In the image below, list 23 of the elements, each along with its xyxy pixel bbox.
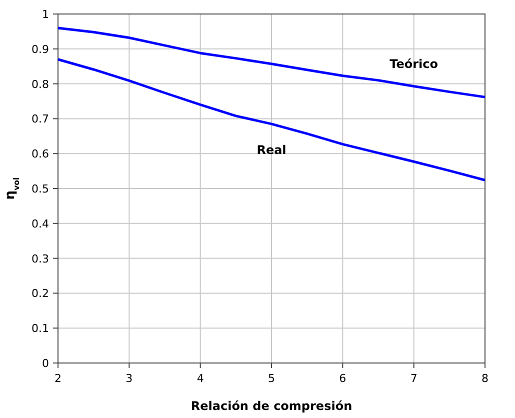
y-tick-label: 1	[42, 8, 49, 21]
y-tick-label: 0.7	[32, 112, 49, 126]
line-series	[56, 26, 486, 98]
x-tick-label: 5	[268, 372, 275, 385]
x-tick-label: 6	[339, 372, 346, 385]
y-tick-label: 0.6	[32, 148, 49, 161]
y-tick-label: 0.1	[32, 322, 49, 336]
y-tick-label: 0	[42, 357, 49, 370]
y-tick-label: 0.9	[32, 42, 49, 56]
x-tick-label: 7	[410, 372, 418, 385]
y-tick-label: 0.5	[32, 182, 49, 196]
series-label: Real	[256, 142, 286, 157]
x-axis-title: Relación de compresión	[190, 399, 352, 413]
y-tick-label: 0.8	[32, 78, 49, 91]
y-tick-label: 0.2	[32, 287, 49, 300]
x-tick-label: 8	[482, 372, 488, 385]
x-tick-label: 2	[54, 372, 62, 385]
y-tick-label: 0.4	[32, 217, 49, 230]
x-tick-label: 4	[196, 372, 204, 385]
x-tick-label: 3	[126, 372, 133, 385]
y-tick-label: 0.3	[32, 252, 49, 266]
line-series	[56, 58, 486, 182]
series-label: Teórico	[390, 57, 438, 72]
